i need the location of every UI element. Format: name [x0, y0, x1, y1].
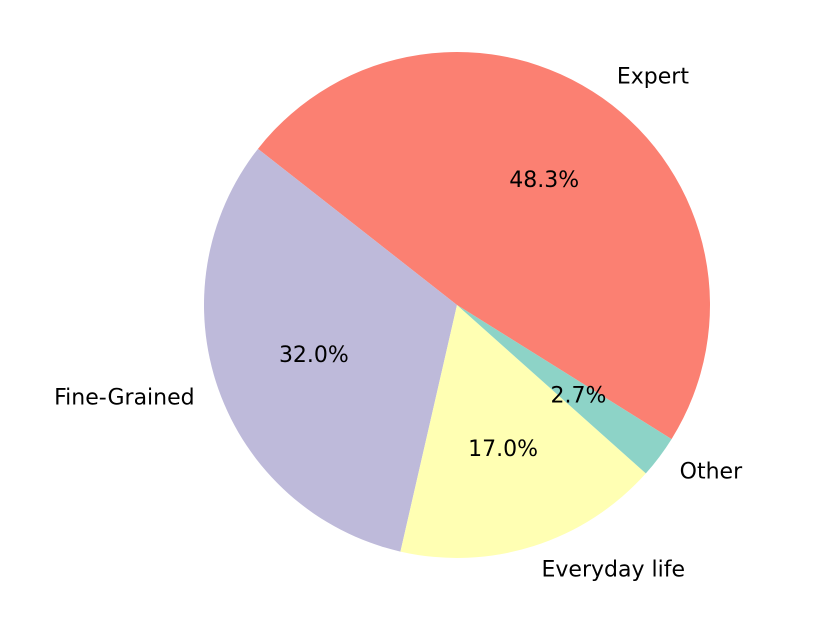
slice-everyday-life [400, 305, 646, 558]
slice-percent-other: 2.7% [551, 384, 607, 409]
slice-percent-fine-grained: 32.0% [279, 343, 349, 368]
slice-label-other: Other [680, 459, 743, 484]
slice-fine-grained [203, 148, 457, 552]
slice-label-everyday-life: Everyday life [542, 558, 685, 583]
slice-other [457, 305, 672, 474]
pie-labels: Expert 48.3% Fine-Grained 32.0% Everyday lif… [54, 65, 743, 583]
pie-slices [203, 51, 711, 558]
slice-percent-expert: 48.3% [509, 168, 579, 193]
slice-expert [257, 51, 711, 440]
slice-label-fine-grained: Fine-Grained [54, 385, 195, 410]
slice-label-expert: Expert [617, 65, 689, 90]
slice-percent-everyday-life: 17.0% [468, 437, 538, 462]
